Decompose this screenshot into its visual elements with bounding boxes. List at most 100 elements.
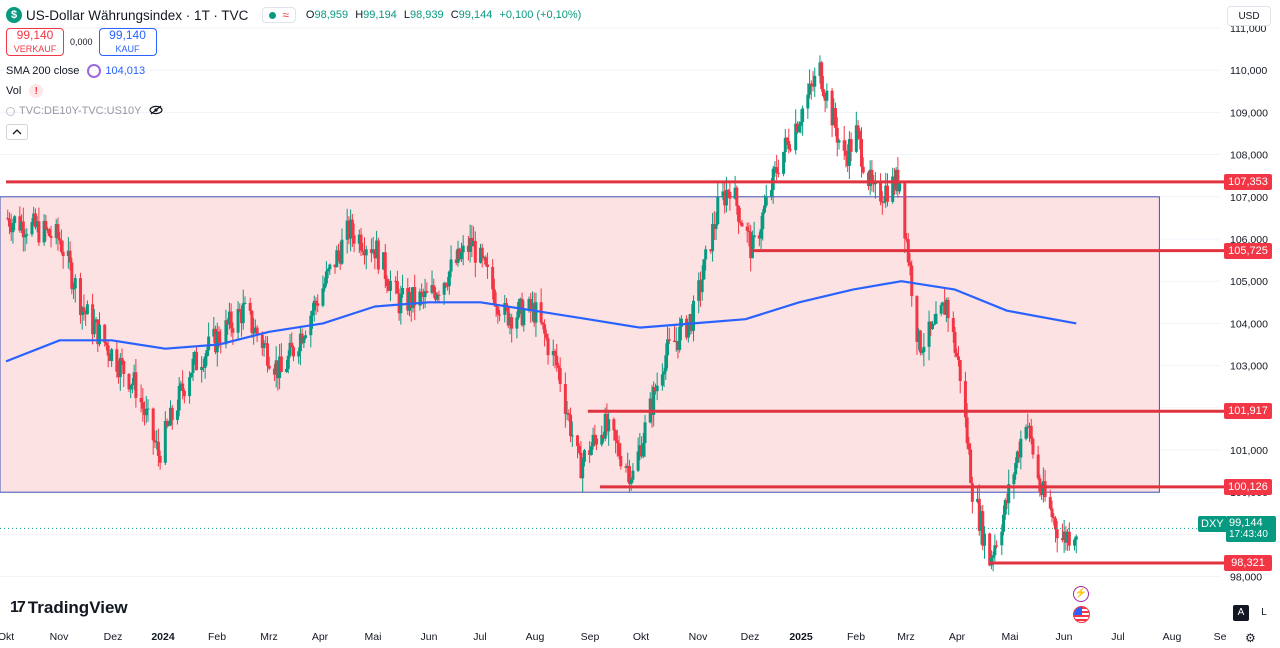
candle-down [958,360,962,382]
trade-panel: 99,140 VERKAUF 0,000 99,140 KAUF [6,27,585,57]
candle-down [918,330,922,353]
buy-button[interactable]: 99,140 KAUF [98,28,157,56]
candle-up [704,249,708,260]
indicator-vol[interactable]: Vol ! [6,81,585,101]
time-axis-label: Aug [525,631,545,643]
candle-down [498,314,502,316]
tradingview-logo[interactable]: 17 TradingView [10,598,128,617]
candle-down [484,257,488,265]
candle-up [227,311,231,325]
candle-down [567,413,571,415]
candle-up [411,287,415,308]
candle-up [934,313,938,324]
candle-up [189,372,193,378]
candle-down [870,169,874,184]
lightning-event-icon[interactable]: ⚡ [1073,586,1089,602]
candle-down [556,365,560,368]
currency-button[interactable]: USD [1227,6,1271,26]
auto-scale-button[interactable]: A [1233,605,1249,621]
hidden-eye-icon[interactable] [149,105,164,118]
time-axis-label: Dez [740,631,760,643]
candle-up [570,435,574,437]
candle-down [352,235,356,244]
candle-down [745,226,749,231]
candle-down [395,281,399,294]
candle-down [70,262,74,289]
candle-up [224,320,228,345]
candle-down [91,304,95,335]
candle-up [771,168,775,191]
candle-up [200,366,204,371]
collapse-legend-button[interactable] [6,124,28,140]
candle-up [515,317,519,329]
candle-down [676,340,680,350]
sma-label: SMA 200 close [6,65,80,77]
candle-up [472,240,476,247]
market-open-icon [269,11,277,19]
candle-down [290,342,294,348]
candle-down [68,250,72,263]
warning-icon[interactable]: ! [29,84,44,98]
candle-down [712,224,716,229]
symbol-title[interactable]: US-Dollar Währungsindex · 1T · TVC [26,7,249,23]
candle-down [470,237,474,247]
candle-up [167,425,171,427]
compare-dot-icon [6,106,15,116]
candle-up [236,308,240,333]
candle-up [581,461,585,479]
candle-up [212,328,216,337]
candle-down [473,240,477,263]
candle-up [783,137,787,152]
candle-down [158,455,162,463]
indicator-compare[interactable]: TVC:DE10Y-TVC:US10Y [6,101,585,121]
sell-button[interactable]: 99,140 VERKAUF [6,28,64,56]
candle-down [830,90,834,126]
candle-up [759,229,763,239]
candle-up [1007,484,1011,504]
log-scale-button[interactable]: L [1261,607,1267,618]
candle-up [847,139,851,166]
bar-countdown: 17:43:40 [1229,529,1268,540]
candle-down [316,303,320,306]
candle-down [170,407,174,420]
candle-down [1060,538,1064,541]
candle-up [371,249,375,253]
gear-icon[interactable]: ⚙ [1245,631,1256,645]
candle-up [750,237,754,259]
candle-down [541,322,545,325]
change-value: +0,100 (+0,10%) [499,9,582,21]
candle-down [103,324,107,343]
candle-up [179,383,183,386]
candle-up [655,385,659,392]
candle-down [33,213,37,228]
candle-down [387,286,391,291]
candle-up [80,307,84,316]
candle-up [243,302,247,304]
price-tick-label: 105,000 [1230,276,1268,288]
candle-down [437,294,441,296]
candle-down [737,205,741,222]
compare-label: TVC:DE10Y-TVC:US10Y [19,105,142,117]
candle-down [619,455,623,467]
candle-up [449,259,453,272]
candle-up [873,182,877,185]
candle-down [908,262,912,266]
candle-up [982,533,986,546]
candle-down [728,191,732,199]
candle-down [376,240,380,270]
candle-down [544,333,548,339]
us-flag-event-icon[interactable] [1073,606,1090,623]
candle-down [359,234,363,251]
time-axis-label: Okt [632,631,650,643]
indicator-sma[interactable]: SMA 200 close 104,013 [6,61,585,81]
candle-down [44,220,48,231]
candle-up [891,176,895,202]
chart-legend: $ US-Dollar Währungsindex · 1T · TVC ≈ O… [6,5,585,140]
candle-up [522,309,526,326]
market-status[interactable]: ≈ [262,7,296,23]
candle-down [373,249,377,259]
candle-down [835,127,839,143]
candle-up [884,185,888,202]
candle-up [42,220,46,243]
